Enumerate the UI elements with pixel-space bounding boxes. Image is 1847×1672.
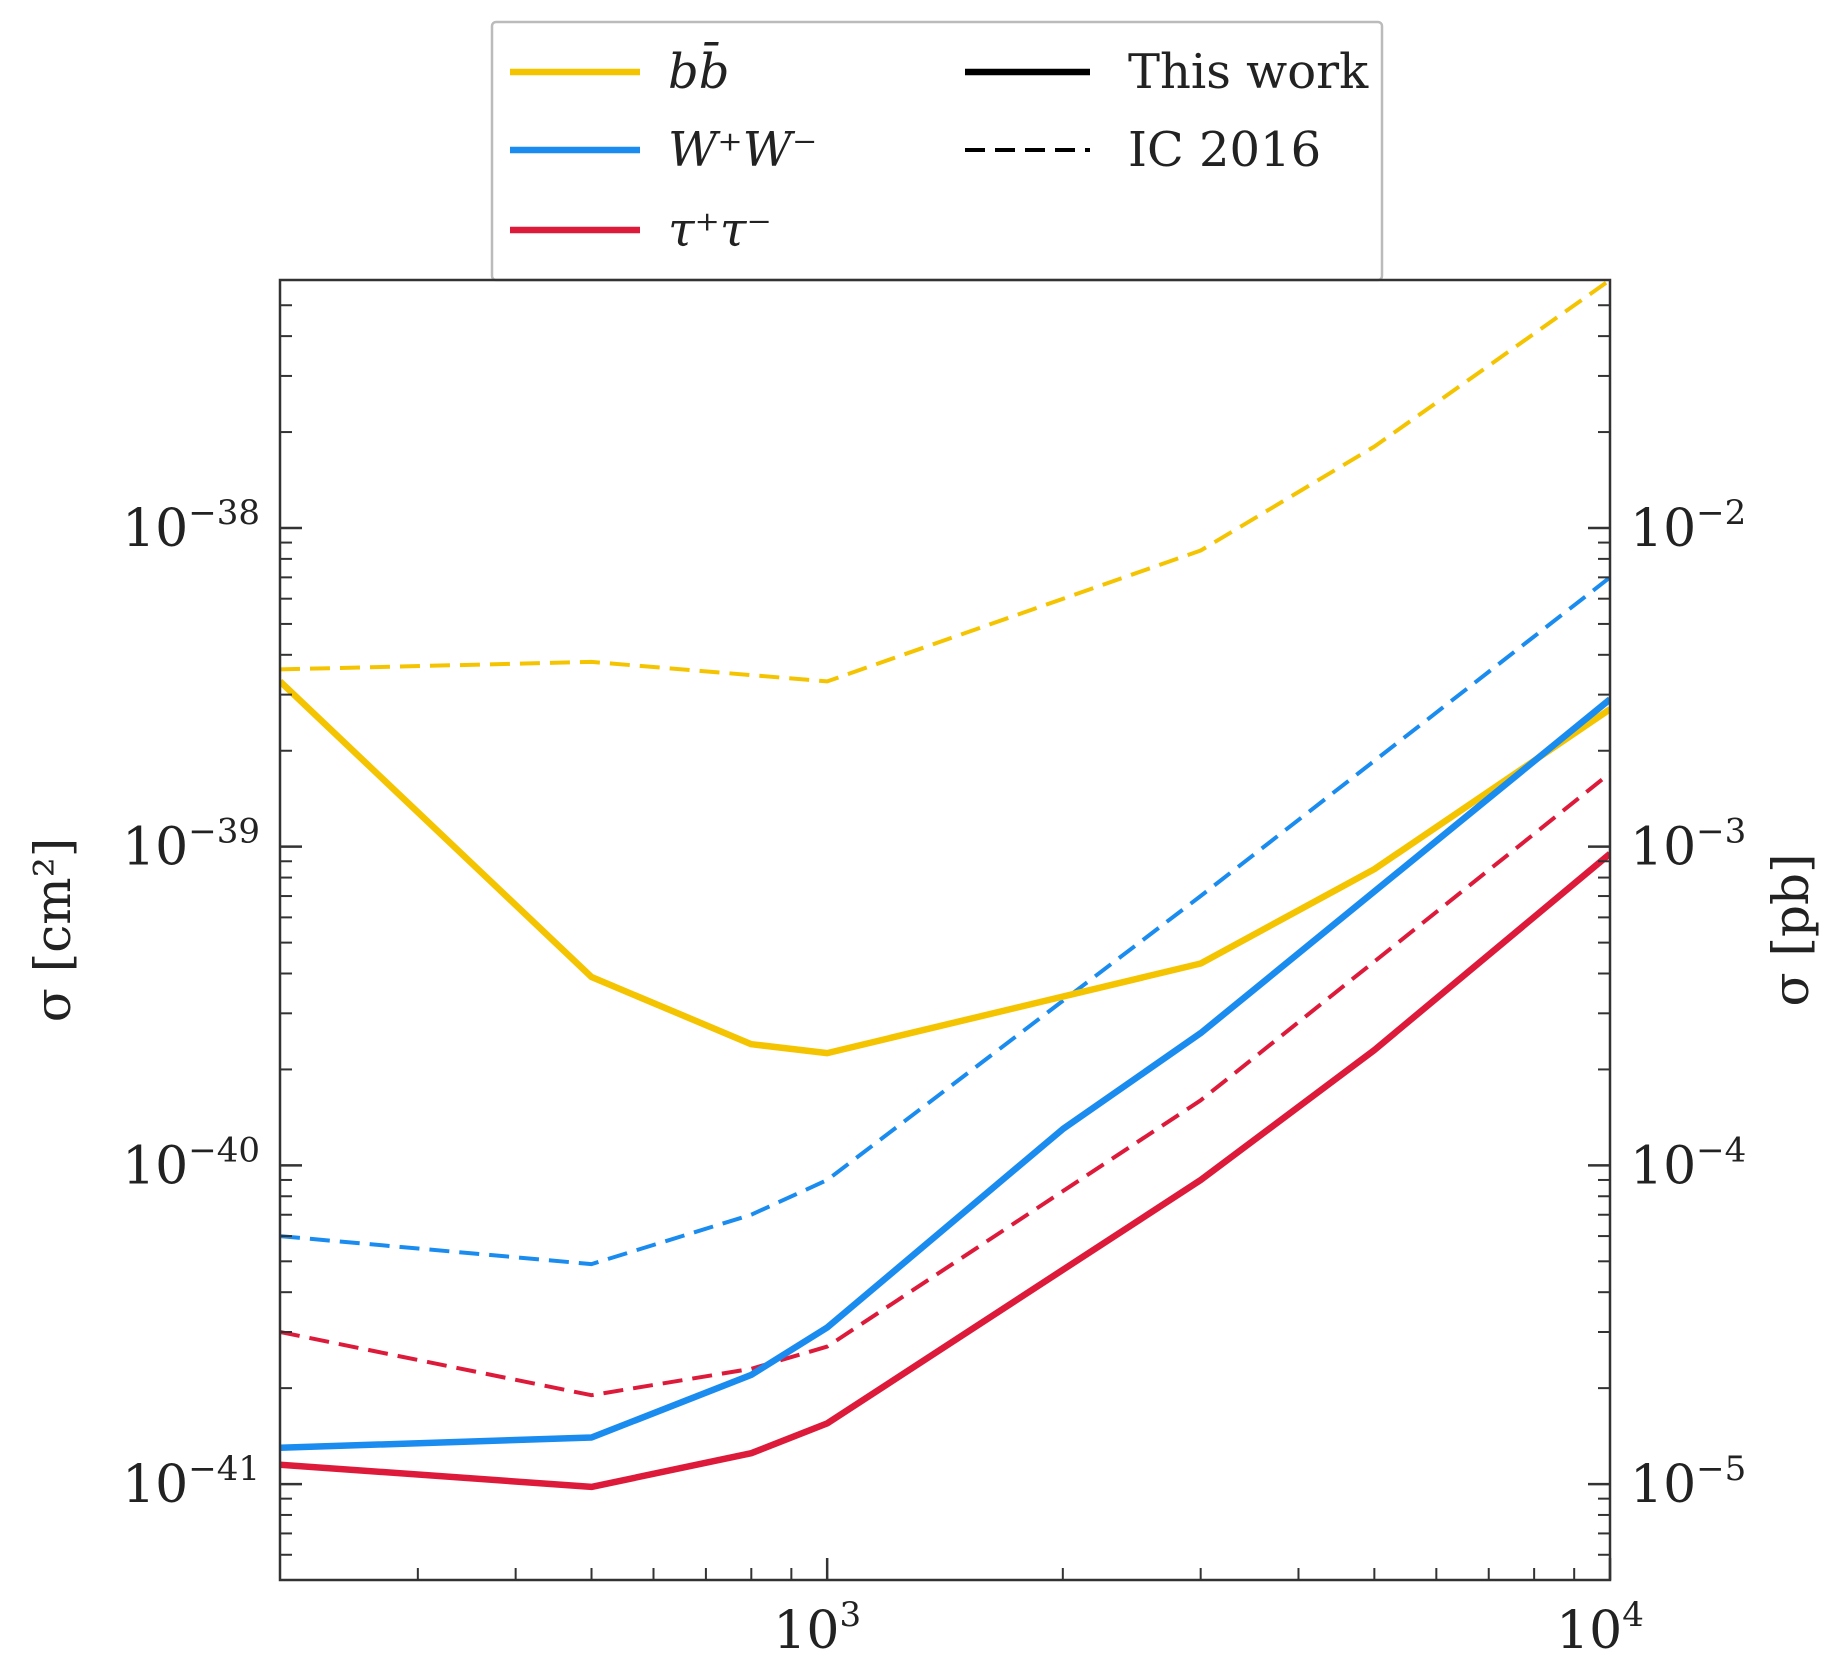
x-tick-label: 104 [1556, 1595, 1644, 1661]
plot-area [280, 280, 1610, 1491]
y-left-tick-label: 10−41 [122, 1449, 260, 1515]
y-left-tick-label: 10−38 [122, 493, 260, 559]
legend-label-2: τ⁺τ⁻ [668, 202, 772, 258]
series-line-tautau-ic2016 [280, 771, 1610, 1398]
y-tick-marks [280, 279, 1610, 1581]
y-left-tick-label: 10−39 [122, 812, 260, 878]
y-axis-label: σ [cm²] [24, 838, 82, 1023]
plot-frame [278, 278, 1612, 1582]
x-tick-labels: 103 104 [773, 1595, 1644, 1661]
x-tick-label: 103 [773, 1595, 861, 1661]
x-tick-marks [279, 1558, 1612, 1580]
series-line-WW-this-work [280, 696, 1610, 1452]
y-right-tick-label: 10−5 [1630, 1449, 1746, 1515]
legend-label-3: This work [1128, 44, 1369, 100]
y-axis-label-right: σ [pb] [1762, 853, 1820, 1006]
legend-label-1: W⁺W⁻ [668, 122, 817, 178]
series-group [280, 280, 1610, 1491]
series-line-bb-this-work [280, 679, 1610, 1057]
axes: 103 10410−3810−3910−4010−4110−210−310−410… [24, 278, 1820, 1661]
legend: bb̄ W⁺W⁻ τ⁺τ⁻ This work IC 2016 [490, 20, 1384, 282]
y-right-tick-label: 10−3 [1630, 812, 1746, 878]
y-left-tick-label: 10−40 [122, 1130, 260, 1196]
series-line-WW-ic2016 [280, 575, 1610, 1267]
y-tick-labels: 10−38 10−39 10−40 10−41 10−2 10−3 10−4 10−5 [122, 493, 1746, 1515]
series-line-bb-ic2016 [280, 280, 1610, 684]
legend-label-0: bb̄ [668, 41, 729, 100]
series-line-tautau-this-work [280, 851, 1610, 1491]
y-right-tick-label: 10−4 [1630, 1130, 1746, 1196]
y-right-tick-label: 10−2 [1630, 493, 1746, 559]
legend-label-4: IC 2016 [1128, 122, 1321, 178]
